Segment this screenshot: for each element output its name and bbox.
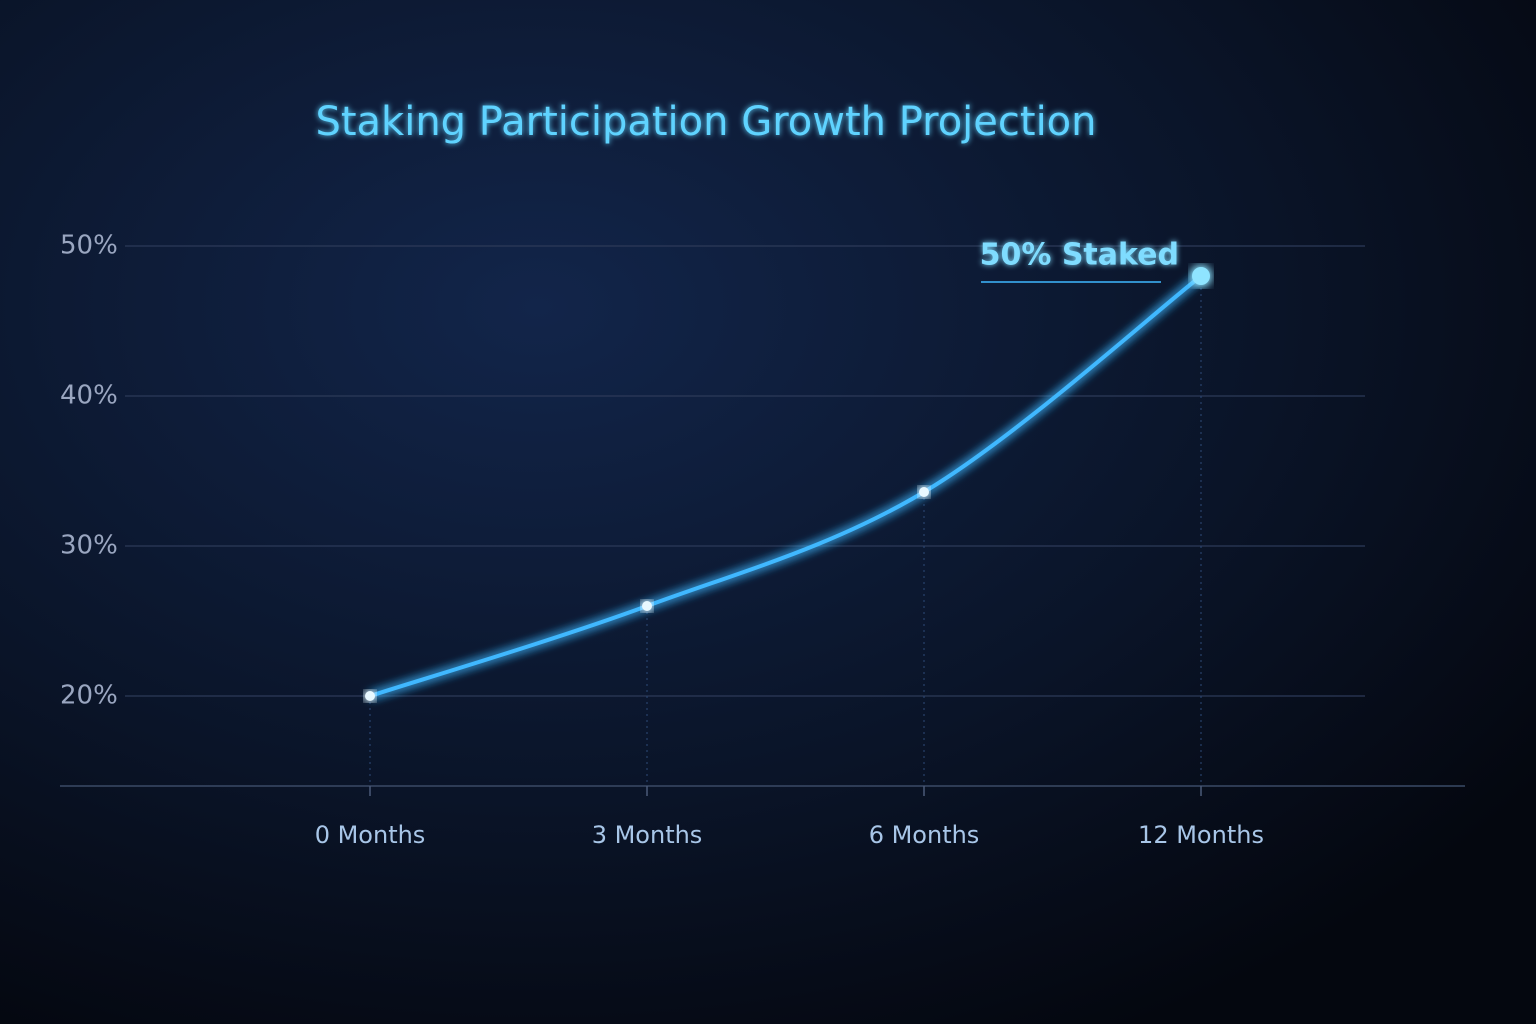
y-tick-label: 30% — [60, 531, 118, 561]
y-tick-label: 40% — [60, 381, 118, 411]
line — [369, 274, 1203, 698]
x-tick-label: 12 Months — [1138, 821, 1264, 849]
point — [365, 691, 375, 701]
point — [919, 487, 929, 497]
chart-title: Staking Participation Growth Projection — [315, 99, 1096, 145]
x-tick-label: 3 Months — [592, 821, 703, 849]
point — [1192, 267, 1210, 285]
point — [642, 601, 652, 611]
annotation: 50% Staked — [980, 238, 1179, 273]
y-tick-label: 50% — [60, 231, 118, 261]
x-tick-label: 6 Months — [869, 821, 980, 849]
y-tick-label: 20% — [60, 681, 118, 711]
x-tick-label: 0 Months — [315, 821, 426, 849]
